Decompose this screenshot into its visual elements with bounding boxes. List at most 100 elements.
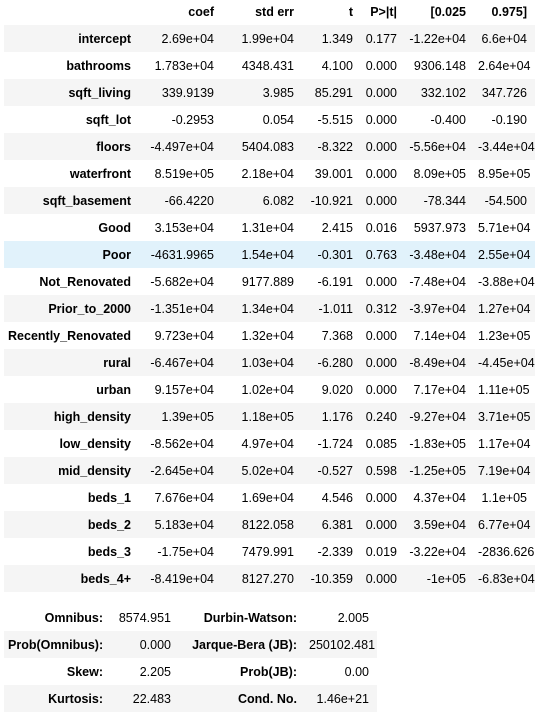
coef-value: -8.562e+04 (139, 430, 222, 457)
coef-value: -8.419e+04 (139, 565, 222, 592)
t-value: 85.291 (302, 79, 361, 106)
row-name: urban (4, 376, 139, 403)
std-err-value: 0.054 (222, 106, 302, 133)
header-cell-std-err: std err (255, 5, 294, 19)
coef-value: 1.39e+05 (139, 403, 222, 430)
ci-high-value: 7.19e+04 (474, 457, 535, 484)
std-err-value: 1.03e+04 (222, 349, 302, 376)
ci-high-value: 6.6e+04 (474, 25, 535, 52)
p-value: 0.000 (361, 52, 405, 79)
ci-low-value: 9306.148 (405, 52, 474, 79)
ci-high-value: 8.95e+05 (474, 160, 535, 187)
t-value: -10.921 (302, 187, 361, 214)
diag-value: 1.46e+21 (305, 685, 377, 712)
row-name: waterfront (4, 160, 139, 187)
table-row: Good 3.153e+04 1.31e+04 2.415 0.016 5937.973 5… (4, 214, 535, 241)
p-value: 0.177 (361, 25, 405, 52)
coef-value: -4631.9965 (139, 241, 222, 268)
header-cell-p: P>|t| (370, 5, 397, 19)
row-name: sqft_basement (4, 187, 139, 214)
p-value: 0.000 (361, 322, 405, 349)
row-name: Poor (4, 241, 139, 268)
ci-low-value: -3.22e+04 (405, 538, 474, 565)
p-value: 0.000 (361, 349, 405, 376)
p-value: 0.000 (361, 376, 405, 403)
p-value: 0.312 (361, 295, 405, 322)
std-err-value: 5404.083 (222, 133, 302, 160)
coef-value: -5.682e+04 (139, 268, 222, 295)
ci-low-value: -78.344 (405, 187, 474, 214)
table-row: urban 9.157e+04 1.02e+04 9.020 0.000 7.17e+04… (4, 376, 535, 403)
diag-label: Cond. No. (179, 685, 305, 712)
ci-low-value: -1.22e+04 (405, 25, 474, 52)
std-err-value: 1.32e+04 (222, 322, 302, 349)
table-row: Prior_to_2000 -1.351e+04 1.34e+04 -1.011 0.3… (4, 295, 535, 322)
coef-value: -0.2953 (139, 106, 222, 133)
ci-low-value: 7.17e+04 (405, 376, 474, 403)
row-name: bathrooms (4, 52, 139, 79)
t-value: -5.515 (302, 106, 361, 133)
table-row: sqft_living 339.9139 3.985 85.291 0.000 332.1… (4, 79, 535, 106)
header-cell-ci-high: 0.975] (491, 5, 527, 19)
table-row: sqft_lot -0.2953 0.054 -5.515 0.000 -0.400 -0.… (4, 106, 535, 133)
t-value: 7.368 (302, 322, 361, 349)
ci-low-value: -0.400 (405, 106, 474, 133)
diag-value: 22.483 (111, 685, 179, 712)
diag-label: Skew: (4, 658, 111, 685)
ci-low-value: -7.48e+04 (405, 268, 474, 295)
table-row: beds_1 7.676e+04 1.69e+04 4.546 0.000 4.37e+0… (4, 484, 535, 511)
header-cell-ci-low: [0.025 (430, 5, 466, 19)
std-err-value: 1.54e+04 (222, 241, 302, 268)
ci-high-value: -4.45e+04 (474, 349, 535, 376)
row-name: Not_Renovated (4, 268, 139, 295)
table-row: floors -4.497e+04 5404.083 -8.322 0.000 -5.56… (4, 133, 535, 160)
ci-high-value: 2.55e+04 (474, 241, 535, 268)
t-value: -1.724 (302, 430, 361, 457)
row-name: Good (4, 214, 139, 241)
table-row: mid_density -2.645e+04 5.02e+04 -0.527 0.598… (4, 457, 535, 484)
std-err-value: 9177.889 (222, 268, 302, 295)
ci-high-value: 347.726 (474, 79, 535, 106)
table-row: bathrooms 1.783e+04 4348.431 4.100 0.000 9306… (4, 52, 535, 79)
ci-high-value: -6.83e+04 (474, 565, 535, 592)
std-err-value: 1.02e+04 (222, 376, 302, 403)
row-name: floors (4, 133, 139, 160)
diagnostics-table: Omnibus: 8574.951 Durbin-Watson: 2.005 Prob(… (4, 604, 377, 712)
header-cell-t: t (348, 5, 353, 19)
coef-value: -1.351e+04 (139, 295, 222, 322)
diag-value: 2.005 (305, 604, 377, 631)
p-value: 0.000 (361, 268, 405, 295)
ci-low-value: -3.48e+04 (405, 241, 474, 268)
header-cell-coef: coef (188, 5, 214, 19)
diagnostics-row: Prob(Omnibus): 0.000 Jarque-Bera (JB): 2501… (4, 631, 377, 658)
std-err-value: 5.02e+04 (222, 457, 302, 484)
p-value: 0.016 (361, 214, 405, 241)
ci-high-value: 1.17e+04 (474, 430, 535, 457)
coef-value: 9.157e+04 (139, 376, 222, 403)
p-value: 0.000 (361, 565, 405, 592)
header-row: coef std err t P>|t| [0.025 0.975] (4, 0, 535, 25)
row-name: sqft_living (4, 79, 139, 106)
ci-low-value: 5937.973 (405, 214, 474, 241)
p-value: 0.000 (361, 484, 405, 511)
row-name: Prior_to_2000 (4, 295, 139, 322)
t-value: -6.191 (302, 268, 361, 295)
std-err-value: 6.082 (222, 187, 302, 214)
std-err-value: 4348.431 (222, 52, 302, 79)
ci-low-value: 332.102 (405, 79, 474, 106)
t-value: -1.011 (302, 295, 361, 322)
t-value: 1.349 (302, 25, 361, 52)
row-name: low_density (4, 430, 139, 457)
ci-high-value: -3.88e+04 (474, 268, 535, 295)
table-row: sqft_basement -66.4220 6.082 -10.921 0.000 -7… (4, 187, 535, 214)
p-value: 0.763 (361, 241, 405, 268)
ci-high-value: 5.71e+04 (474, 214, 535, 241)
row-name: Recently_Renovated (4, 322, 139, 349)
ci-high-value: 1.1e+05 (474, 484, 535, 511)
table-row: rural -6.467e+04 1.03e+04 -6.280 0.000 -8.49e… (4, 349, 535, 376)
diag-label: Durbin-Watson: (179, 604, 305, 631)
diagnostics-row: Omnibus: 8574.951 Durbin-Watson: 2.005 (4, 604, 377, 631)
table-row: low_density -8.562e+04 4.97e+04 -1.724 0.085… (4, 430, 535, 457)
p-value: 0.000 (361, 160, 405, 187)
ci-high-value: -0.190 (474, 106, 535, 133)
